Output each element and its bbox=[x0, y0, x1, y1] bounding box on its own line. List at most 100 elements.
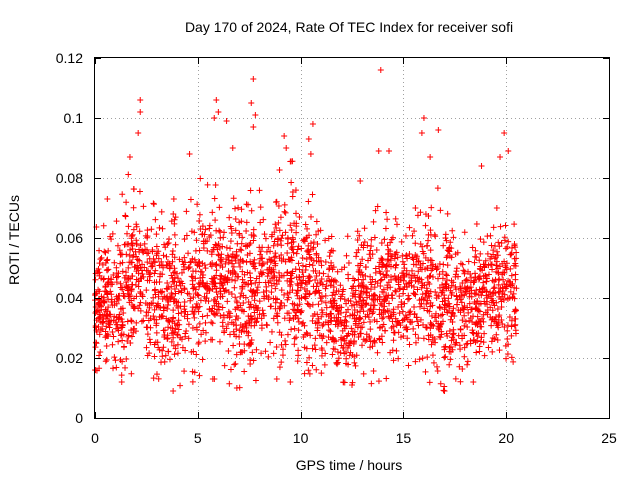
data-point bbox=[476, 257, 483, 264]
data-point bbox=[318, 370, 325, 377]
data-point bbox=[201, 293, 208, 300]
data-point bbox=[513, 249, 520, 256]
data-point bbox=[374, 203, 381, 210]
data-point bbox=[304, 225, 311, 232]
data-point bbox=[476, 286, 483, 293]
data-point bbox=[270, 242, 277, 249]
data-point bbox=[487, 314, 494, 321]
data-point bbox=[103, 356, 110, 363]
data-point bbox=[502, 245, 509, 252]
data-point bbox=[406, 224, 413, 231]
data-point bbox=[427, 247, 434, 254]
data-point bbox=[307, 240, 314, 247]
data-point bbox=[293, 290, 300, 297]
data-point bbox=[347, 298, 354, 305]
data-point bbox=[288, 179, 295, 186]
data-point bbox=[392, 315, 399, 322]
data-point bbox=[410, 256, 417, 263]
data-point bbox=[437, 380, 444, 387]
data-point bbox=[359, 303, 366, 310]
data-point bbox=[363, 288, 370, 295]
data-point bbox=[152, 286, 159, 293]
data-point bbox=[360, 370, 367, 377]
data-point bbox=[402, 232, 409, 239]
data-point-spike bbox=[427, 154, 434, 160]
data-point bbox=[276, 227, 283, 234]
data-point bbox=[162, 244, 169, 251]
data-point bbox=[164, 297, 171, 304]
data-point bbox=[291, 341, 298, 348]
data-point bbox=[104, 267, 111, 274]
data-point bbox=[161, 358, 168, 365]
data-point bbox=[485, 271, 492, 278]
data-point bbox=[463, 276, 470, 283]
data-point bbox=[113, 264, 120, 271]
data-point-spike bbox=[126, 154, 133, 160]
data-point bbox=[493, 258, 500, 265]
data-point bbox=[259, 255, 266, 262]
data-point bbox=[251, 322, 258, 329]
data-point bbox=[94, 307, 101, 314]
data-point bbox=[273, 376, 280, 382]
data-point bbox=[226, 380, 233, 387]
data-point bbox=[343, 252, 350, 259]
data-point bbox=[454, 301, 461, 308]
data-point bbox=[239, 268, 246, 275]
data-point bbox=[314, 319, 321, 326]
data-point bbox=[330, 283, 337, 290]
data-point bbox=[242, 242, 249, 249]
data-point bbox=[321, 361, 328, 368]
data-point bbox=[469, 244, 476, 251]
data-point bbox=[223, 244, 230, 251]
data-point bbox=[392, 287, 399, 294]
data-point bbox=[353, 299, 360, 306]
data-point bbox=[257, 268, 264, 275]
data-point bbox=[452, 273, 459, 280]
data-point bbox=[478, 334, 485, 341]
data-point bbox=[288, 278, 295, 285]
data-point bbox=[183, 327, 190, 334]
data-point bbox=[146, 336, 153, 343]
data-point bbox=[181, 308, 188, 315]
data-point bbox=[250, 304, 257, 311]
data-point bbox=[313, 231, 320, 238]
data-point bbox=[198, 331, 205, 338]
data-point bbox=[193, 300, 200, 307]
data-point bbox=[397, 322, 404, 329]
data-point bbox=[461, 270, 468, 277]
data-point bbox=[461, 312, 468, 319]
data-point bbox=[426, 293, 433, 300]
data-point bbox=[357, 324, 364, 331]
data-point bbox=[457, 325, 464, 332]
data-point bbox=[293, 210, 300, 217]
data-point bbox=[311, 310, 318, 317]
data-point-spike bbox=[309, 121, 316, 127]
data-point bbox=[400, 316, 407, 323]
data-point bbox=[357, 330, 364, 337]
data-point bbox=[153, 303, 160, 310]
data-point bbox=[512, 271, 519, 278]
data-point bbox=[101, 248, 108, 255]
data-point bbox=[309, 362, 316, 369]
data-point bbox=[287, 158, 294, 165]
data-point bbox=[287, 275, 294, 282]
data-point bbox=[480, 318, 487, 325]
data-point bbox=[432, 263, 439, 270]
data-point bbox=[295, 318, 302, 325]
data-point bbox=[436, 333, 443, 340]
data-point bbox=[512, 330, 519, 337]
data-point bbox=[115, 316, 122, 323]
data-point bbox=[503, 260, 510, 267]
data-point bbox=[318, 345, 325, 352]
data-point bbox=[420, 335, 427, 342]
data-point bbox=[286, 289, 293, 296]
data-point bbox=[282, 229, 289, 236]
data-point bbox=[232, 216, 239, 223]
data-point bbox=[457, 289, 464, 296]
data-point bbox=[270, 266, 277, 273]
data-point bbox=[422, 222, 429, 229]
data-point bbox=[368, 236, 375, 243]
data-point-spike bbox=[357, 178, 364, 184]
data-point bbox=[126, 252, 133, 259]
data-point bbox=[341, 322, 348, 329]
